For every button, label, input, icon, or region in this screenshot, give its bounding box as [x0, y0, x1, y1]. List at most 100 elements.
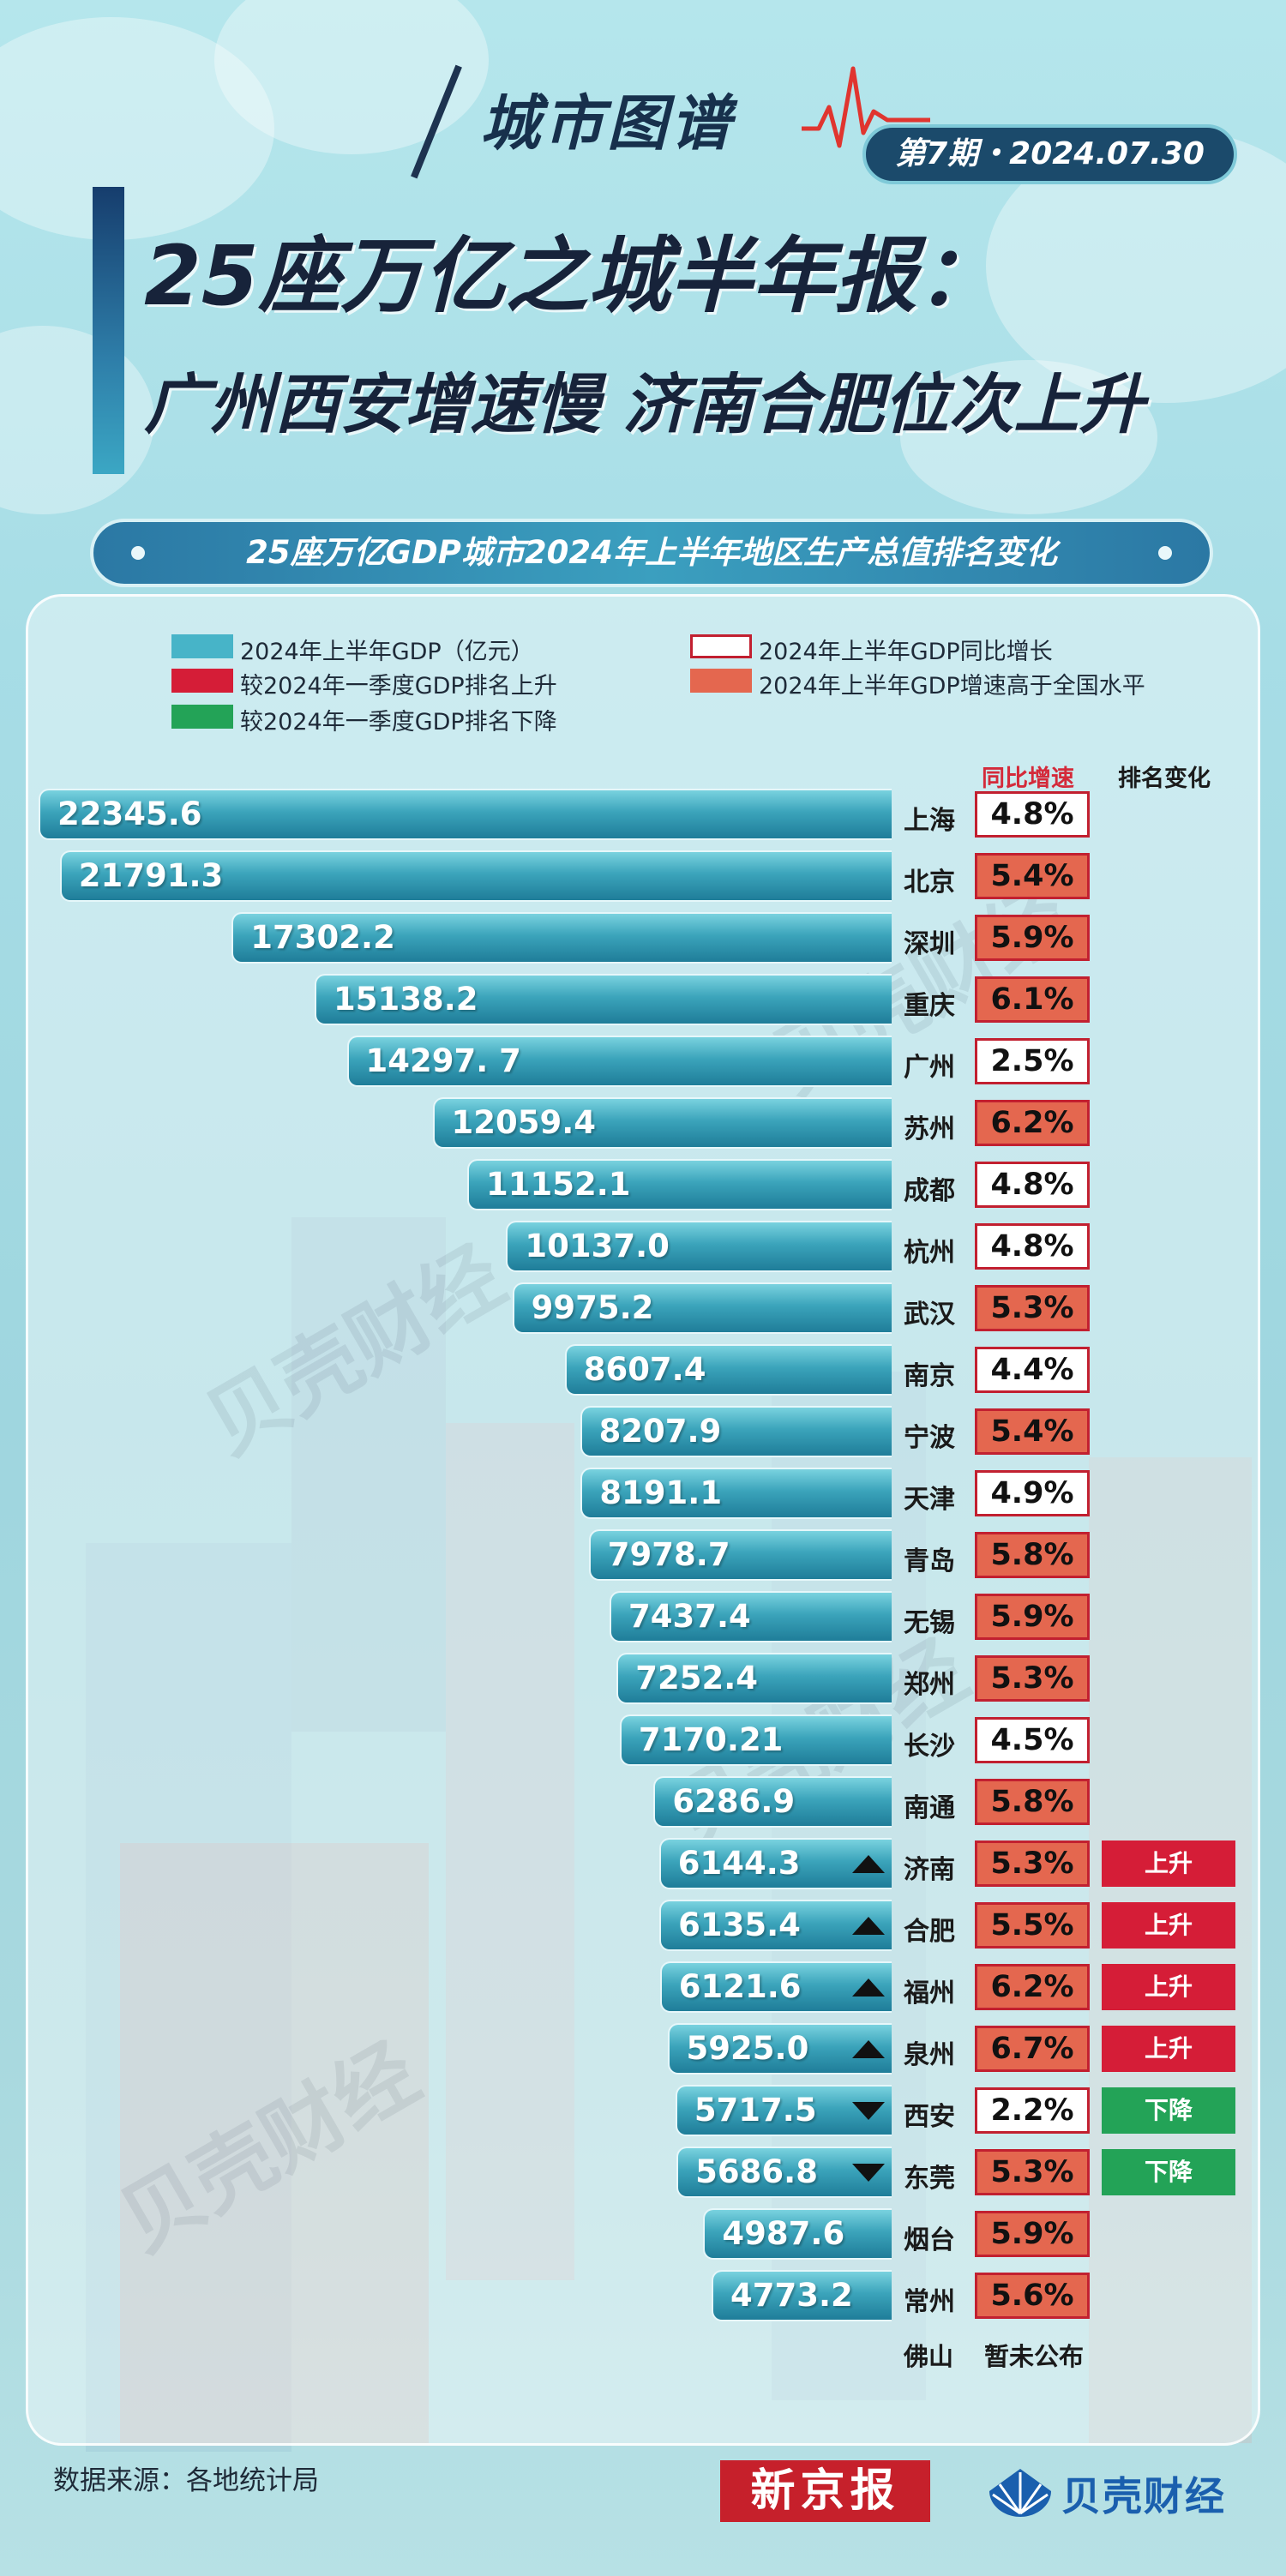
- city-label: 成都: [904, 1176, 955, 1206]
- growth-rate-box: 6.1%: [975, 976, 1090, 1023]
- city-label: 福州: [904, 1979, 955, 2009]
- unreported-city: 佛山: [904, 2342, 954, 2371]
- gdp-bar: 5686.8: [676, 2147, 892, 2198]
- city-label: 长沙: [904, 1732, 955, 1762]
- growth-rate-box: 5.8%: [975, 1779, 1090, 1825]
- city-label: 常州: [904, 2287, 955, 2317]
- city-label: 南京: [904, 1361, 955, 1391]
- rank-up-arrow-icon: [852, 1979, 885, 1997]
- chart-subtitle-pill: 25座万亿GDP城市2024年上半年地区生产总值排名变化: [90, 519, 1213, 587]
- gdp-bar: 10137.0: [506, 1221, 892, 1272]
- rank-change-badge: 上升: [1102, 1840, 1235, 1887]
- city-label: 上海: [904, 806, 955, 836]
- growth-rate-box: 6.7%: [975, 2026, 1090, 2072]
- city-label: 南通: [904, 1793, 955, 1823]
- column-header-growth: 同比增速: [982, 766, 1074, 792]
- rank-down-arrow-icon: [852, 2164, 885, 2182]
- growth-rate-box: 4.8%: [975, 1162, 1090, 1208]
- rank-change-badge: 上升: [1102, 1902, 1235, 1949]
- growth-rate-box: 6.2%: [975, 1964, 1090, 2010]
- rank-up-arrow-icon: [852, 1917, 885, 1935]
- rank-change-badge: 上升: [1102, 2026, 1235, 2072]
- growth-rate-box: 4.8%: [975, 791, 1090, 838]
- city-label: 杭州: [904, 1238, 955, 1268]
- gdp-bar: 6286.9: [653, 1776, 892, 1828]
- gdp-bar: 11152.1: [467, 1159, 892, 1210]
- city-label: 广州: [904, 1053, 955, 1083]
- unreported-note: 暂未公布: [984, 2342, 1085, 2371]
- growth-rate-box: 5.3%: [975, 1655, 1090, 1702]
- growth-rate-box: 5.9%: [975, 915, 1090, 961]
- gdp-bar: 7252.4: [616, 1653, 892, 1704]
- legend-label-rank-down: 较2024年一季度GDP排名下降: [240, 709, 557, 736]
- city-label: 重庆: [904, 991, 955, 1021]
- legend-label-growth: 2024年上半年GDP同比增长: [759, 639, 1053, 665]
- beike-shell-icon: [989, 2469, 1051, 2517]
- rank-change-badge: 上升: [1102, 1964, 1235, 2010]
- chart-subtitle: 25座万亿GDP城市2024年上半年地区生产总值排名变化: [246, 534, 1057, 571]
- city-label: 深圳: [904, 929, 955, 959]
- growth-rate-box: 4.8%: [975, 1223, 1090, 1270]
- series-title: 城市图谱: [480, 87, 734, 159]
- growth-rate-box: 4.5%: [975, 1717, 1090, 1763]
- rank-change-badge: 下降: [1102, 2087, 1235, 2134]
- rank-change-badge: 下降: [1102, 2149, 1235, 2195]
- gdp-bar: 21791.3: [59, 850, 892, 902]
- growth-rate-box: 6.2%: [975, 1100, 1090, 1146]
- gdp-bar: 14297. 7: [346, 1036, 892, 1087]
- city-label: 东莞: [904, 2164, 955, 2194]
- growth-rate-box: 5.8%: [975, 1532, 1090, 1578]
- growth-rate-box: 5.4%: [975, 853, 1090, 899]
- city-label: 天津: [904, 1485, 955, 1515]
- legend-swatch-growth: [690, 634, 752, 658]
- legend-swatch-gdp: [171, 634, 233, 658]
- city-label: 无锡: [904, 1608, 955, 1638]
- city-label: 武汉: [904, 1300, 955, 1330]
- gdp-bar: 7437.4: [609, 1591, 892, 1642]
- gdp-bar: 8207.9: [580, 1406, 892, 1457]
- city-label: 青岛: [904, 1546, 955, 1576]
- pulse-line-icon: [802, 66, 930, 148]
- gdp-bar: 4773.2: [712, 2270, 892, 2321]
- gdp-bar: 12059.4: [432, 1097, 892, 1149]
- growth-rate-box: 4.9%: [975, 1470, 1090, 1516]
- pill-dot-right: [1158, 546, 1172, 560]
- city-label: 济南: [904, 1855, 955, 1885]
- gdp-bar: 9975.2: [512, 1282, 892, 1334]
- growth-rate-box: 2.2%: [975, 2087, 1090, 2134]
- growth-rate-box: 5.3%: [975, 1840, 1090, 1887]
- gdp-bar: 6135.4: [659, 1900, 892, 1951]
- beike-caijing-logo: 贝壳财经: [1061, 2473, 1226, 2519]
- headline-line-1: 25座万亿之城半年报：: [144, 228, 1000, 324]
- gdp-bar: 8191.1: [580, 1468, 892, 1519]
- city-label: 泉州: [904, 2040, 955, 2070]
- city-label: 合肥: [904, 1917, 955, 1947]
- rank-up-arrow-icon: [852, 1855, 885, 1873]
- gdp-bar: 17302.2: [231, 912, 892, 964]
- city-label: 烟台: [904, 2225, 955, 2255]
- growth-rate-box: 5.4%: [975, 1408, 1090, 1455]
- legend-swatch-rank-up: [171, 669, 233, 693]
- growth-rate-box: 5.9%: [975, 1594, 1090, 1640]
- gdp-bar: 7978.7: [588, 1529, 892, 1581]
- city-label: 苏州: [904, 1114, 955, 1144]
- gdp-bar: 5925.0: [667, 2023, 892, 2075]
- gdp-bar: 15138.2: [314, 974, 892, 1025]
- growth-rate-box: 5.6%: [975, 2273, 1090, 2319]
- city-label: 西安: [904, 2102, 955, 2132]
- legend-label-rank-up: 较2024年一季度GDP排名上升: [240, 673, 557, 700]
- xinjingbao-logo: 新京报: [720, 2460, 930, 2522]
- legend-label-above-national: 2024年上半年GDP增速高于全国水平: [759, 673, 1145, 700]
- column-header-rank-change: 排名变化: [1118, 766, 1211, 792]
- headline-accent-bar: [93, 187, 124, 474]
- city-label: 北京: [904, 868, 955, 898]
- city-label: 宁波: [904, 1423, 955, 1453]
- city-label: 郑州: [904, 1670, 955, 1700]
- legend-swatch-above-national: [690, 669, 752, 693]
- pill-dot-left: [131, 546, 145, 560]
- gdp-bar: 22345.6: [39, 789, 892, 840]
- growth-rate-box: 2.5%: [975, 1038, 1090, 1084]
- rank-up-arrow-icon: [852, 2040, 885, 2058]
- rank-down-arrow-icon: [852, 2102, 885, 2120]
